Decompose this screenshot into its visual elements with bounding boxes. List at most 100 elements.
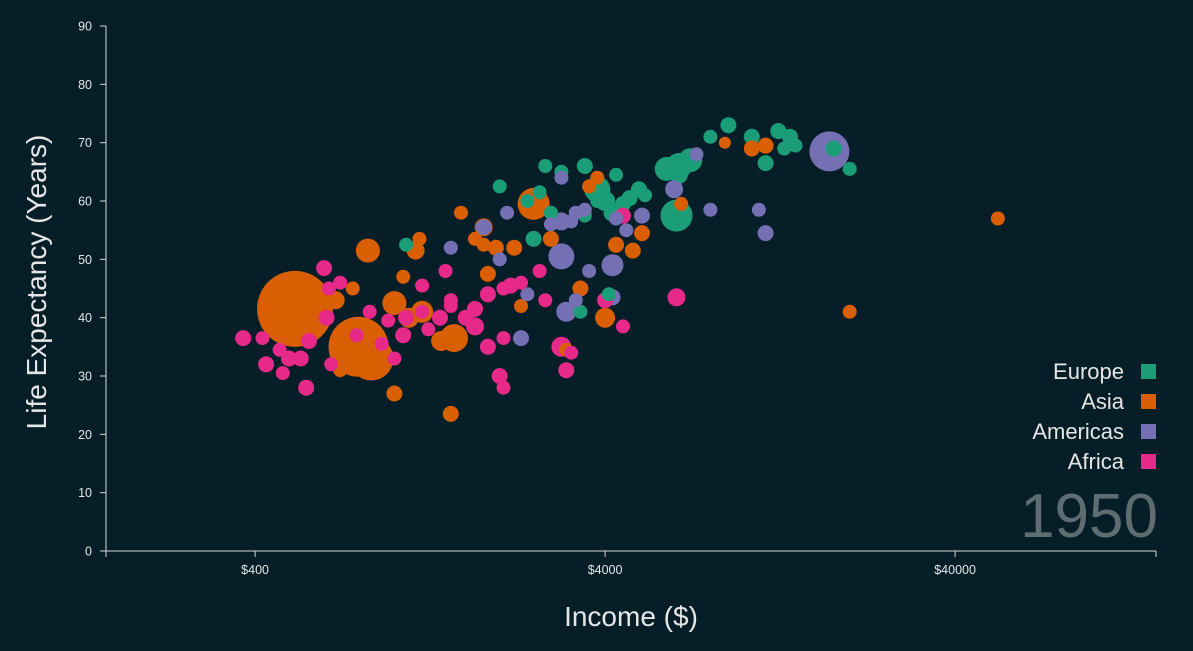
bubble-asia: [487, 239, 504, 256]
bubble-africa: [438, 264, 453, 278]
bubble-africa: [324, 357, 339, 372]
bubble-americas: [548, 243, 575, 270]
bubble-africa: [381, 313, 396, 328]
legend-item-europe: Europe: [1053, 359, 1156, 384]
bubble-africa: [255, 331, 270, 346]
bubble-asia: [476, 237, 491, 252]
bubble-africa: [479, 286, 496, 303]
bubble-africa: [395, 327, 412, 344]
bubble-americas: [543, 217, 558, 232]
bubble-americas: [564, 214, 579, 229]
bubble-europe: [638, 188, 652, 203]
bubble-europe: [825, 140, 842, 157]
y-tick-label: 60: [78, 195, 92, 209]
y-tick-label: 90: [78, 20, 92, 34]
bubble-asia: [590, 170, 605, 185]
bubble-europe: [609, 167, 624, 182]
y-tick-label: 70: [78, 136, 92, 150]
bubble-africa: [432, 309, 448, 326]
bubble-asia: [326, 291, 345, 310]
x-tick-label: $400: [241, 563, 269, 577]
bubble-americas: [751, 202, 766, 217]
y-tick-label: 40: [78, 311, 92, 325]
bubble-africa: [349, 328, 364, 343]
legend-item-asia: Asia: [1081, 389, 1156, 414]
bubble-europe: [842, 161, 857, 176]
bubble-asia: [572, 280, 589, 297]
bubble-africa: [564, 345, 579, 360]
bubble-americas: [703, 202, 718, 217]
bubble-asia: [454, 205, 468, 220]
legend: Europe Asia Americas Africa: [1032, 359, 1156, 474]
bubble-africa: [318, 309, 335, 326]
bubble-africa: [362, 304, 377, 319]
bubble-asia: [382, 291, 407, 316]
bubble-europe: [590, 194, 605, 208]
bubble-asia: [345, 281, 360, 296]
bubble-europe: [601, 287, 616, 302]
bubble-europe: [492, 179, 507, 194]
bubble-americas: [619, 223, 634, 238]
bubble-asia: [371, 363, 386, 378]
bubble-africa: [558, 362, 575, 379]
legend-item-americas: Americas: [1032, 419, 1156, 444]
bubble-africa: [298, 379, 315, 396]
bubble-americas: [689, 147, 704, 162]
x-tick-label: $40000: [934, 563, 976, 577]
bubble-africa: [300, 333, 317, 349]
bubbles-layer: [235, 117, 1005, 422]
legend-swatch: [1141, 424, 1156, 439]
bubble-africa: [443, 299, 458, 313]
bubble-africa: [514, 275, 528, 290]
bubble-africa: [272, 342, 287, 357]
bubble-africa: [538, 293, 553, 308]
bubble-asia: [842, 304, 857, 319]
bubble-americas: [665, 180, 684, 199]
y-tick-label: 50: [78, 253, 92, 267]
bubble-americas: [554, 170, 569, 185]
bubble-europe: [788, 138, 803, 153]
year-label: 1950: [1020, 482, 1158, 551]
bubble-asia: [624, 242, 641, 259]
bubble-africa: [467, 300, 483, 317]
bubble-asia: [608, 236, 625, 253]
bubble-africa: [496, 380, 511, 395]
legend-label: Americas: [1032, 419, 1124, 444]
bubble-asia: [595, 307, 616, 328]
bubble-americas: [556, 301, 577, 322]
legend-item-africa: Africa: [1068, 449, 1156, 474]
bubble-europe: [743, 128, 760, 145]
bubble-europe: [757, 155, 774, 172]
bubble-europe: [525, 230, 542, 247]
bubble-africa: [281, 350, 297, 367]
bubble-europe: [543, 205, 558, 220]
bubble-europe: [573, 304, 588, 319]
bubble-asia: [431, 331, 452, 351]
bubble-africa: [374, 336, 389, 351]
legend-swatch: [1141, 454, 1156, 469]
bubble-asia: [386, 385, 403, 402]
bubble-europe: [538, 159, 553, 173]
bubble-americas: [492, 252, 507, 267]
bubble-africa: [235, 330, 252, 347]
x-tick-label: $4000: [588, 563, 623, 577]
bubble-asia: [757, 137, 774, 154]
bubble-asia: [674, 196, 689, 211]
bubble-europe: [532, 185, 547, 200]
bubble-africa: [333, 275, 348, 290]
bubble-asia: [718, 136, 731, 149]
x-axis-title: Income ($): [564, 601, 698, 632]
bubble-africa: [387, 351, 402, 366]
bubble-asia: [506, 239, 523, 256]
bubble-americas: [582, 264, 597, 278]
bubble-americas: [568, 293, 583, 308]
x-axis: $400 $4000 $40000: [105, 550, 1157, 577]
bubble-africa: [532, 264, 547, 278]
bubble-africa: [415, 304, 430, 319]
bubble-africa: [616, 319, 630, 334]
y-axis-title: Life Expectancy (Years): [21, 135, 52, 430]
bubble-africa: [321, 281, 336, 296]
bubble-europe: [703, 129, 718, 144]
bubble-asia: [479, 265, 496, 282]
